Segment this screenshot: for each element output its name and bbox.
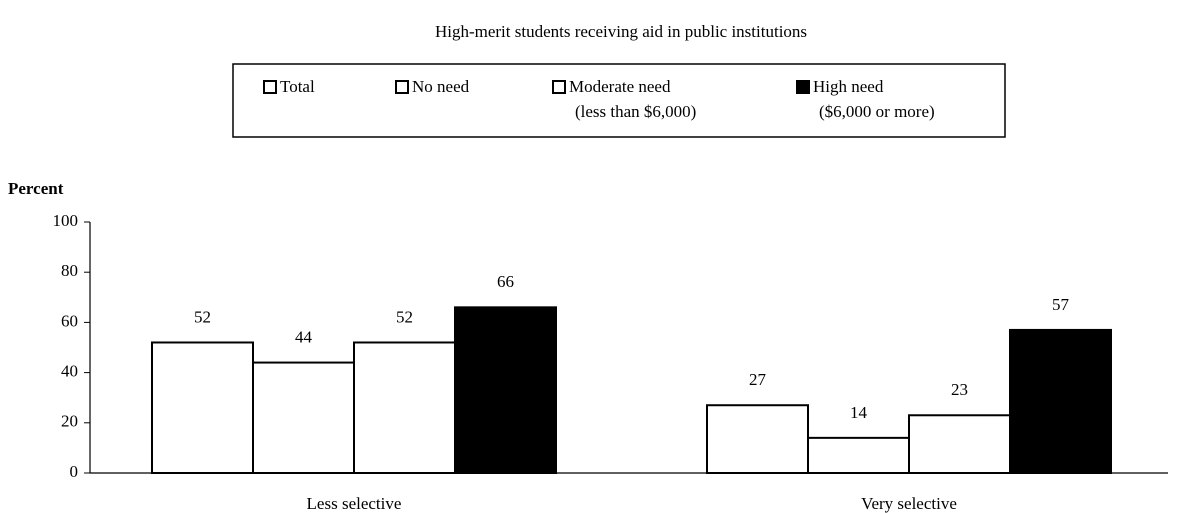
legend-label: High need ($6,000 or more) [813,77,935,121]
legend-swatch [552,80,566,94]
value-label: 52 [396,307,413,326]
x-tick-label: Less selective [307,494,402,513]
value-label: 23 [951,380,968,399]
legend-swatch [395,80,409,94]
y-axis-label: Percent [8,179,64,198]
legend-line: High need [813,77,884,96]
legend-swatch [263,80,277,94]
bar [807,436,910,474]
y-tick-label: 80 [61,261,78,280]
legend-swatch [796,80,810,94]
value-label: 66 [497,272,514,291]
bar [1009,328,1112,474]
legend-label: Total [280,77,315,96]
chart-title: High-merit students receiving aid in pub… [435,22,807,41]
y-tick-label: 40 [61,362,78,381]
bar [908,414,1011,474]
y-tick-label: 100 [53,211,79,230]
value-label: 27 [749,370,767,389]
legend-label: Moderate need (less than $6,000) [569,77,696,121]
y-tick-label: 60 [61,311,78,330]
legend-label: No need [412,77,470,96]
value-label: 44 [295,327,313,346]
value-label: 57 [1052,295,1070,314]
legend-line: (less than $6,000) [575,102,696,121]
legend-box [232,63,1006,138]
bar [454,306,557,474]
bar [252,361,355,474]
legend-line: Moderate need [569,77,671,96]
value-label: 14 [850,403,868,422]
bar [353,341,456,475]
bar [706,404,809,475]
bar [151,341,254,475]
legend-line: ($6,000 or more) [819,102,935,121]
y-tick-label: 20 [61,412,78,431]
value-label: 52 [194,307,211,326]
x-tick-label: Very selective [861,494,957,513]
y-tick-label: 0 [70,462,79,481]
